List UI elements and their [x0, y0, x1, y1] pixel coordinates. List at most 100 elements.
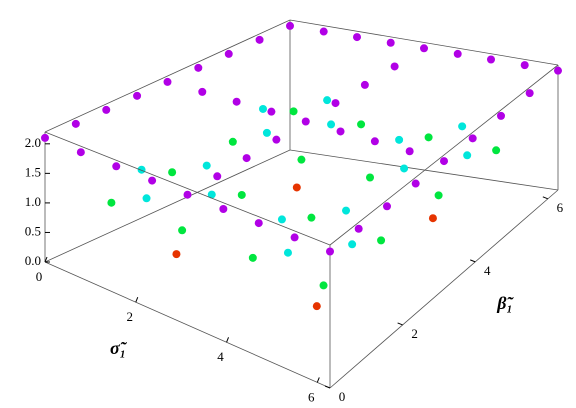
x-axis-label: σ̃₁ [110, 338, 128, 358]
data-point [224, 49, 233, 58]
data-point [133, 91, 142, 100]
data-point [326, 247, 334, 256]
data-point [366, 173, 375, 182]
z-tick-label: 0.0 [25, 253, 41, 268]
data-point [424, 133, 433, 142]
data-point [172, 250, 181, 259]
data-point [219, 204, 228, 213]
data-point [112, 162, 121, 171]
box-edge [44, 131, 331, 246]
data-point [405, 147, 414, 156]
data-point [353, 33, 361, 42]
data-point [148, 176, 157, 185]
x-tick [316, 377, 320, 383]
y-axis-label: β̃₁ [496, 293, 514, 313]
x-tick [135, 296, 139, 303]
data-point [400, 164, 409, 173]
data-point [178, 226, 187, 235]
data-point [198, 87, 207, 96]
y-tick-label: 0 [339, 389, 346, 404]
data-point [213, 172, 222, 181]
data-point [272, 135, 281, 144]
data-point [254, 219, 263, 228]
data-point [554, 66, 562, 75]
data-point [327, 120, 336, 129]
data-point [228, 137, 237, 146]
box-edge [44, 149, 291, 263]
x-tick [44, 256, 48, 263]
y-tick-label: 6 [557, 200, 564, 215]
y-tick-label: 4 [484, 263, 491, 278]
y-tick [470, 259, 476, 263]
data-point [440, 157, 448, 166]
data-point [142, 194, 151, 203]
y-tick [397, 322, 403, 326]
data-point [255, 35, 264, 44]
box-edge [289, 149, 559, 191]
data-point [336, 127, 345, 136]
data-point [71, 119, 80, 128]
data-point [41, 133, 49, 142]
data-point [319, 27, 328, 36]
data-point [525, 89, 534, 98]
data-point [102, 105, 111, 114]
data-point [390, 62, 399, 71]
data-point [342, 206, 351, 215]
data-point [290, 233, 299, 242]
data-point [258, 104, 267, 113]
data-point [232, 97, 241, 106]
y-tick [324, 385, 331, 389]
data-point [487, 55, 495, 64]
data-point [383, 202, 391, 211]
z-tick-label: 1.5 [25, 164, 41, 179]
data-point [242, 154, 251, 163]
y-tick [542, 196, 549, 200]
data-point [76, 148, 85, 157]
data-point [194, 63, 203, 72]
x-tick-label: 6 [308, 389, 315, 404]
data-point [262, 128, 271, 137]
data-point [458, 122, 467, 131]
data-point [492, 146, 501, 155]
data-point [207, 190, 216, 199]
data-point [411, 179, 420, 188]
x-tick-label: 4 [217, 349, 224, 364]
data-point [395, 135, 404, 144]
data-point [107, 198, 116, 207]
data-point [463, 151, 472, 160]
box-edge [329, 64, 559, 246]
data-point [434, 191, 443, 200]
z-tick-label: 2.0 [25, 135, 41, 150]
data-point [286, 21, 294, 30]
data-point [312, 302, 321, 311]
data-point [354, 224, 363, 233]
data-point [331, 99, 340, 108]
data-point [163, 77, 172, 86]
z-tick-label: 0.5 [25, 223, 41, 238]
data-point [370, 137, 379, 146]
data-point [497, 111, 505, 120]
box-edge [44, 261, 331, 389]
data-point [137, 165, 146, 174]
x-tick [226, 337, 229, 343]
data-point [428, 214, 437, 223]
data-point [183, 190, 192, 199]
box-edge [329, 189, 559, 389]
data-point [292, 183, 301, 192]
data-point [297, 155, 306, 164]
data-point [420, 44, 428, 53]
z-tick-label: 1.0 [25, 194, 41, 209]
data-point [348, 240, 357, 249]
data-point [323, 96, 332, 105]
x-tick-label: 0 [36, 269, 43, 284]
data-point [360, 80, 369, 89]
data-point [283, 248, 292, 257]
data-point [468, 134, 477, 143]
data-point [237, 190, 246, 199]
data-point [377, 236, 386, 245]
data-point [202, 161, 211, 170]
data-point [453, 49, 462, 58]
data-point [248, 253, 257, 262]
data-point [357, 120, 366, 129]
